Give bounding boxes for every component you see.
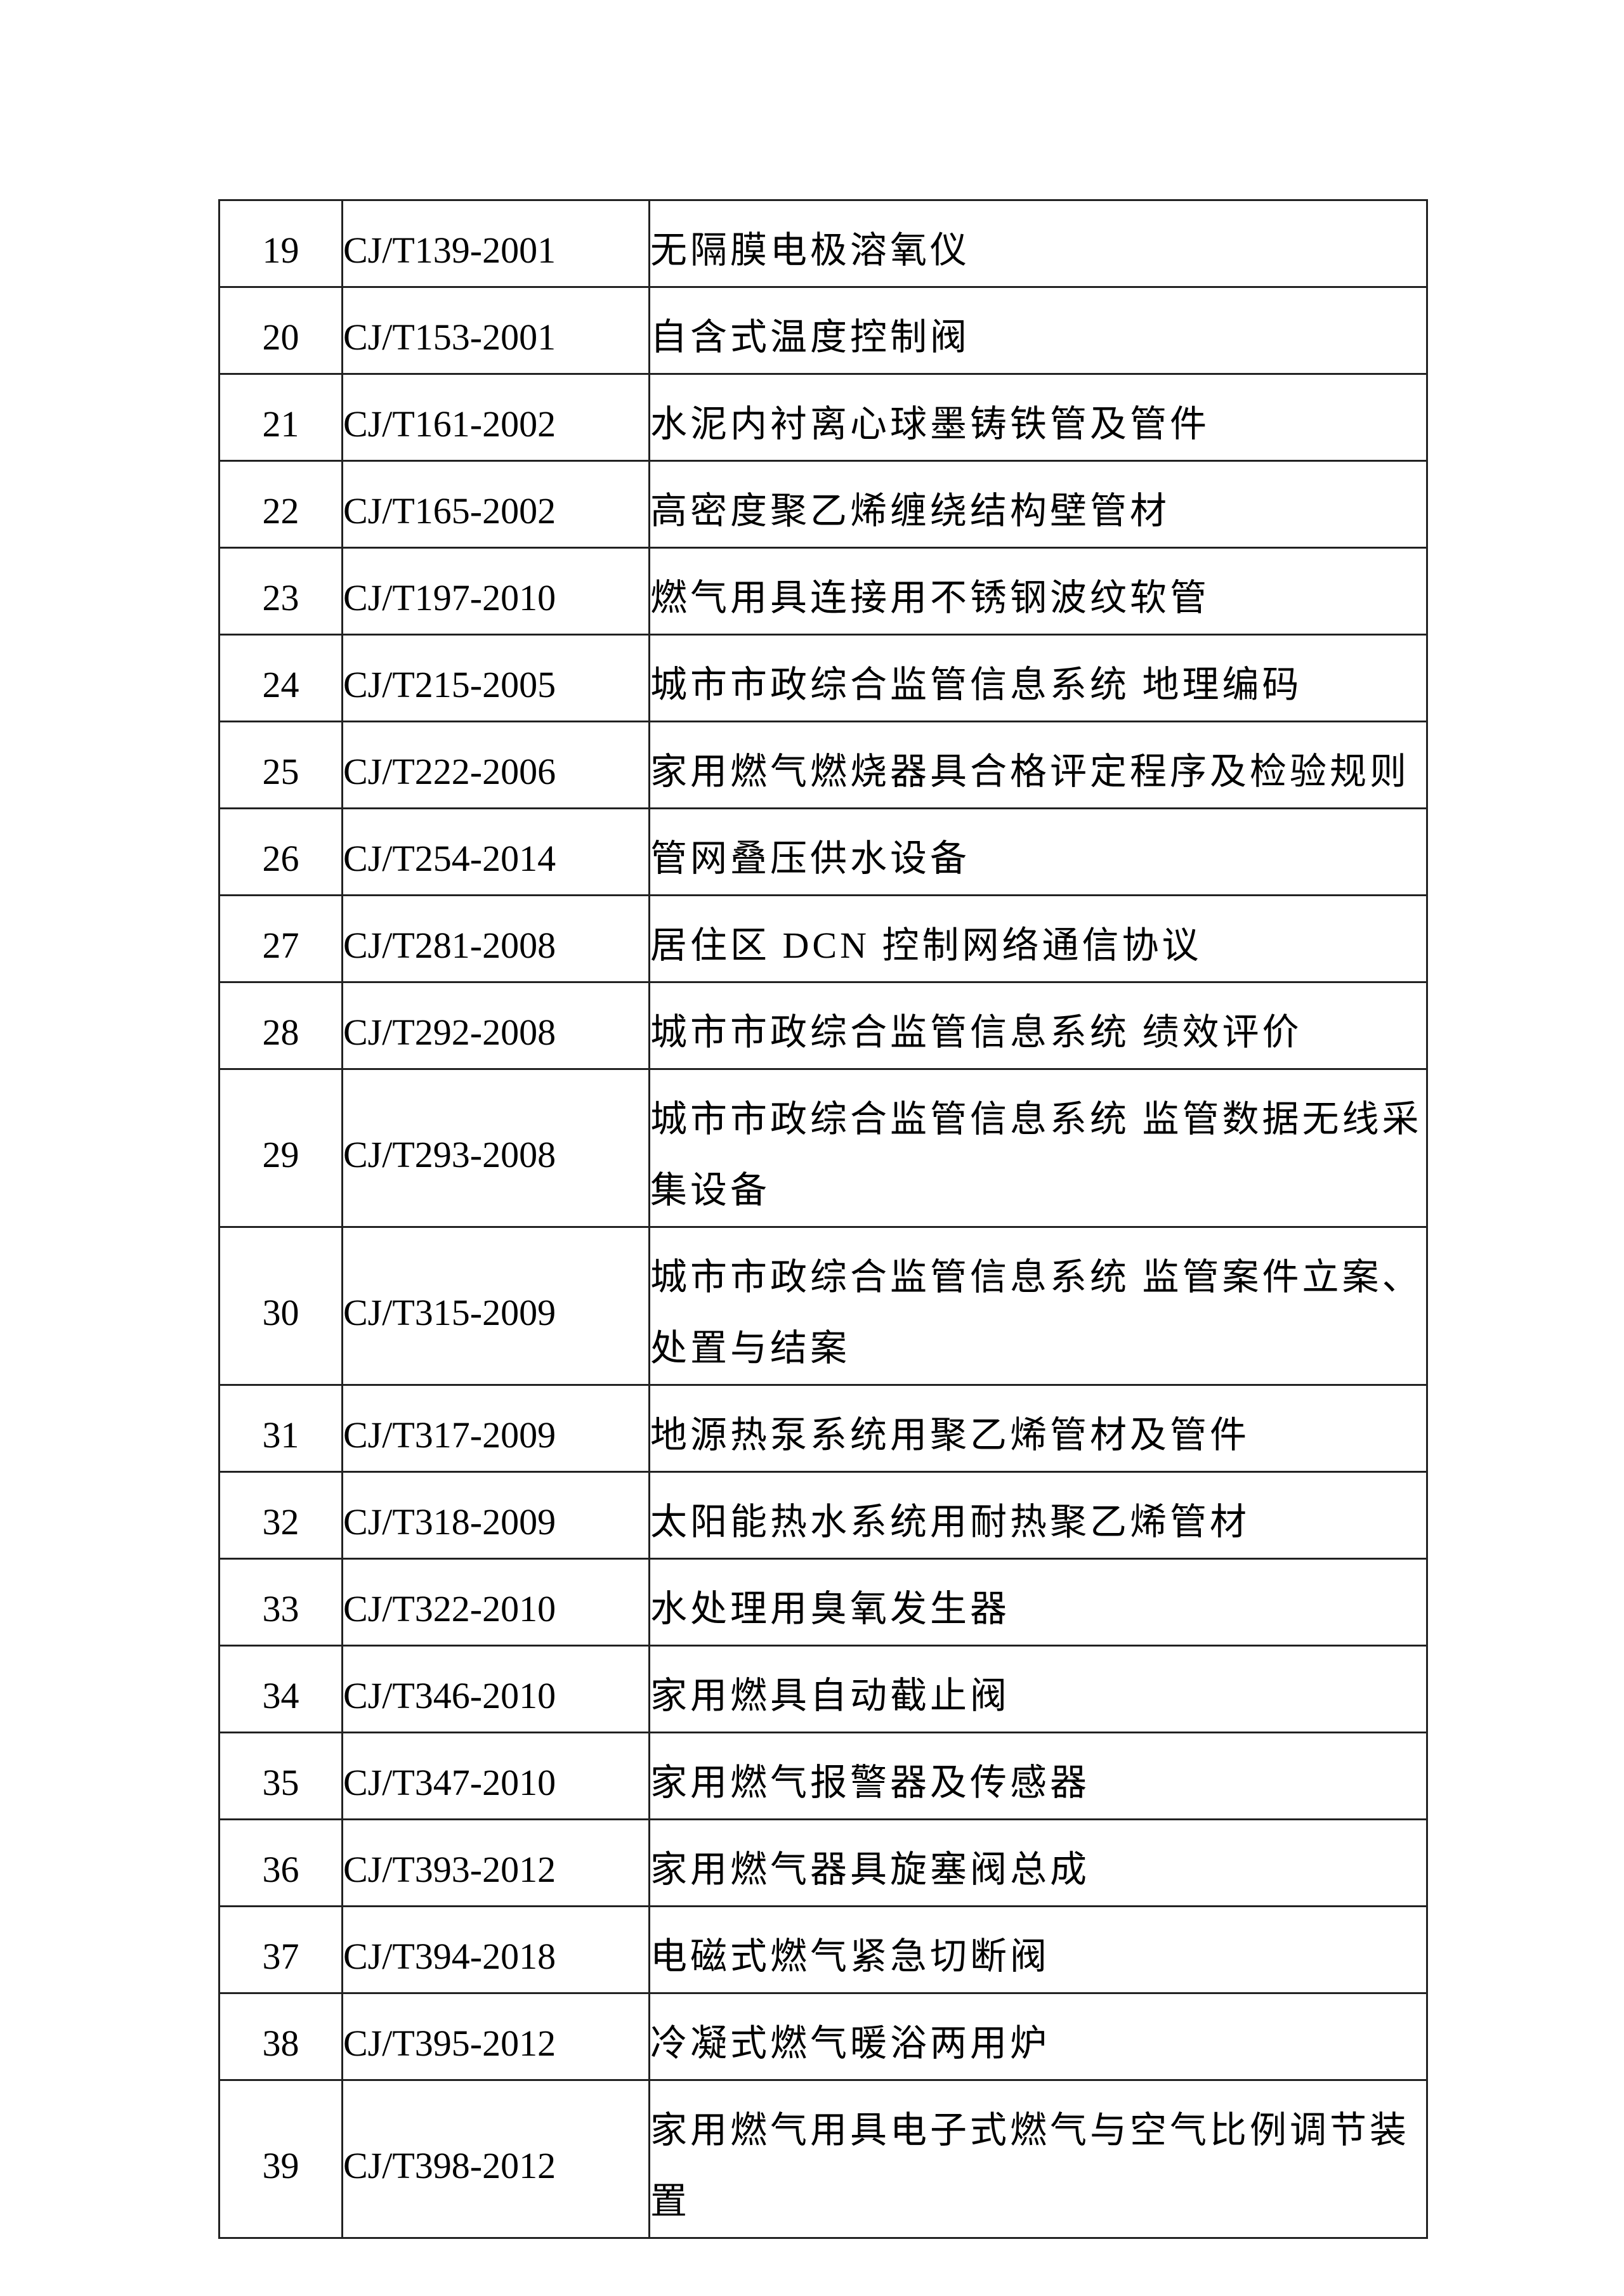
standard-name: 燃气用具连接用不锈钢波纹软管 — [648, 547, 1428, 636]
standard-code: CJ/T346-2010 — [341, 1645, 650, 1733]
table-row: 35 CJ/T347-2010 家用燃气报警器及传感器 — [218, 1732, 1428, 1820]
table-row: 36 CJ/T393-2012 家用燃气器具旋塞阀总成 — [218, 1818, 1428, 1907]
table-row: 32 CJ/T318-2009 太阳能热水系统用耐热聚乙烯管材 — [218, 1471, 1428, 1560]
table-row: 23 CJ/T197-2010 燃气用具连接用不锈钢波纹软管 — [218, 547, 1428, 636]
row-number: 32 — [218, 1471, 343, 1560]
row-number: 36 — [218, 1818, 343, 1907]
row-number: 37 — [218, 1905, 343, 1994]
standard-name: 电磁式燃气紧急切断阀 — [648, 1905, 1428, 1994]
row-number: 35 — [218, 1732, 343, 1820]
standard-code: CJ/T293-2008 — [341, 1068, 650, 1228]
standard-code: CJ/T394-2018 — [341, 1905, 650, 1994]
standard-code: CJ/T281-2008 — [341, 894, 650, 983]
table-row: 22 CJ/T165-2002 高密度聚乙烯缠绕结构壁管材 — [218, 460, 1428, 549]
row-number: 24 — [218, 634, 343, 722]
standard-name: 家用燃气燃烧器具合格评定程序及检验规则 — [648, 721, 1428, 809]
standard-code: CJ/T393-2012 — [341, 1818, 650, 1907]
table-row: 39 CJ/T398-2012 家用燃气用具电子式燃气与空气比例调节装置 — [218, 2079, 1428, 2239]
table-row: 38 CJ/T395-2012 冷凝式燃气暖浴两用炉 — [218, 1992, 1428, 2081]
table-row: 21 CJ/T161-2002 水泥内衬离心球墨铸铁管及管件 — [218, 373, 1428, 462]
standard-name: 城市市政综合监管信息系统 监管数据无线采集设备 — [648, 1068, 1428, 1228]
standard-name: 城市市政综合监管信息系统 监管案件立案、处置与结案 — [648, 1226, 1428, 1386]
row-number: 30 — [218, 1226, 343, 1386]
row-number: 26 — [218, 807, 343, 896]
table-row: 29 CJ/T293-2008 城市市政综合监管信息系统 监管数据无线采集设备 — [218, 1068, 1428, 1228]
standard-code: CJ/T322-2010 — [341, 1558, 650, 1647]
row-number: 21 — [218, 373, 343, 462]
standard-name: 家用燃具自动截止阀 — [648, 1645, 1428, 1733]
standard-code: CJ/T347-2010 — [341, 1732, 650, 1820]
standard-code: CJ/T395-2012 — [341, 1992, 650, 2081]
row-number: 19 — [218, 199, 343, 288]
standard-name: 水处理用臭氧发生器 — [648, 1558, 1428, 1647]
standard-name: 城市市政综合监管信息系统 绩效评价 — [648, 981, 1428, 1070]
row-number: 33 — [218, 1558, 343, 1647]
standard-name: 水泥内衬离心球墨铸铁管及管件 — [648, 373, 1428, 462]
standard-code: CJ/T315-2009 — [341, 1226, 650, 1386]
row-number: 29 — [218, 1068, 343, 1228]
standard-code: CJ/T197-2010 — [341, 547, 650, 636]
standard-code: CJ/T292-2008 — [341, 981, 650, 1070]
standard-code: CJ/T161-2002 — [341, 373, 650, 462]
standard-code: CJ/T398-2012 — [341, 2079, 650, 2239]
table-row: 34 CJ/T346-2010 家用燃具自动截止阀 — [218, 1645, 1428, 1733]
row-number: 38 — [218, 1992, 343, 2081]
row-number: 22 — [218, 460, 343, 549]
standard-code: CJ/T215-2005 — [341, 634, 650, 722]
standard-name: 家用燃气用具电子式燃气与空气比例调节装置 — [648, 2079, 1428, 2239]
row-number: 23 — [218, 547, 343, 636]
table-row: 33 CJ/T322-2010 水处理用臭氧发生器 — [218, 1558, 1428, 1647]
standard-name: 城市市政综合监管信息系统 地理编码 — [648, 634, 1428, 722]
standard-code: CJ/T153-2001 — [341, 286, 650, 375]
standard-name: 高密度聚乙烯缠绕结构壁管材 — [648, 460, 1428, 549]
table-row: 27 CJ/T281-2008 居住区 DCN 控制网络通信协议 — [218, 894, 1428, 983]
row-number: 39 — [218, 2079, 343, 2239]
standard-name: 居住区 DCN 控制网络通信协议 — [648, 894, 1428, 983]
standard-name: 家用燃气器具旋塞阀总成 — [648, 1818, 1428, 1907]
standard-code: CJ/T318-2009 — [341, 1471, 650, 1560]
standards-table: 19 CJ/T139-2001 无隔膜电极溶氧仪 20 CJ/T153-2001 自含式温… — [218, 199, 1428, 2239]
standard-name: 家用燃气报警器及传感器 — [648, 1732, 1428, 1820]
table-row: 19 CJ/T139-2001 无隔膜电极溶氧仪 — [218, 199, 1428, 288]
row-number: 28 — [218, 981, 343, 1070]
row-number: 25 — [218, 721, 343, 809]
table-row: 28 CJ/T292-2008 城市市政综合监管信息系统 绩效评价 — [218, 981, 1428, 1070]
standard-name: 管网叠压供水设备 — [648, 807, 1428, 896]
standard-name: 冷凝式燃气暖浴两用炉 — [648, 1992, 1428, 2081]
standard-code: CJ/T165-2002 — [341, 460, 650, 549]
table-row: 26 CJ/T254-2014 管网叠压供水设备 — [218, 807, 1428, 896]
table-row: 25 CJ/T222-2006 家用燃气燃烧器具合格评定程序及检验规则 — [218, 721, 1428, 809]
standard-code: CJ/T317-2009 — [341, 1384, 650, 1473]
row-number: 20 — [218, 286, 343, 375]
table-row: 37 CJ/T394-2018 电磁式燃气紧急切断阀 — [218, 1905, 1428, 1994]
table-row: 31 CJ/T317-2009 地源热泵系统用聚乙烯管材及管件 — [218, 1384, 1428, 1473]
table-row: 30 CJ/T315-2009 城市市政综合监管信息系统 监管案件立案、处置与结案 — [218, 1226, 1428, 1386]
standard-name: 太阳能热水系统用耐热聚乙烯管材 — [648, 1471, 1428, 1560]
table-row: 24 CJ/T215-2005 城市市政综合监管信息系统 地理编码 — [218, 634, 1428, 722]
standard-name: 地源热泵系统用聚乙烯管材及管件 — [648, 1384, 1428, 1473]
row-number: 27 — [218, 894, 343, 983]
row-number: 34 — [218, 1645, 343, 1733]
standard-code: CJ/T222-2006 — [341, 721, 650, 809]
table-row: 20 CJ/T153-2001 自含式温度控制阀 — [218, 286, 1428, 375]
standard-code: CJ/T254-2014 — [341, 807, 650, 896]
standard-code: CJ/T139-2001 — [341, 199, 650, 288]
row-number: 31 — [218, 1384, 343, 1473]
standard-name: 无隔膜电极溶氧仪 — [648, 199, 1428, 288]
standard-name: 自含式温度控制阀 — [648, 286, 1428, 375]
